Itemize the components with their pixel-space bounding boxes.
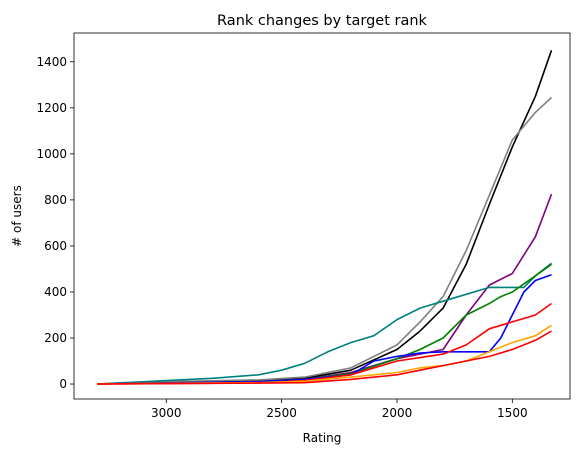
x-tick-label: 1500: [497, 406, 528, 420]
y-tick-label: 600: [44, 239, 67, 253]
series-line-4: [97, 262, 552, 385]
series-line-2: [97, 96, 553, 385]
y-axis-title: # of users: [10, 185, 24, 247]
chart-title: Rank changes by target rank: [217, 13, 427, 29]
x-axis: 3000 2500 2000 1500: [151, 399, 528, 420]
x-tick-label: 2500: [266, 406, 297, 420]
series-line-5: [97, 263, 552, 385]
x-tick-label: 3000: [151, 406, 182, 420]
series-line-6: [97, 273, 552, 385]
y-axis: 0 200 400 600 800 1000 1200 1400: [36, 55, 74, 391]
series-layer: [97, 50, 553, 385]
y-tick-label: 1400: [36, 55, 67, 69]
x-axis-title: Rating: [303, 431, 342, 445]
y-tick-label: 800: [44, 193, 67, 207]
y-tick-label: 1200: [36, 101, 67, 115]
y-tick-label: 200: [44, 331, 67, 345]
y-tick-label: 1000: [36, 147, 67, 161]
y-tick-label: 400: [44, 285, 67, 299]
x-tick-label: 2000: [382, 406, 413, 420]
series-line-7: [97, 302, 552, 385]
y-tick-label: 0: [59, 377, 67, 391]
plot-frame: [73, 32, 571, 400]
series-line-1: [97, 50, 553, 385]
series-line-9: [97, 330, 552, 385]
